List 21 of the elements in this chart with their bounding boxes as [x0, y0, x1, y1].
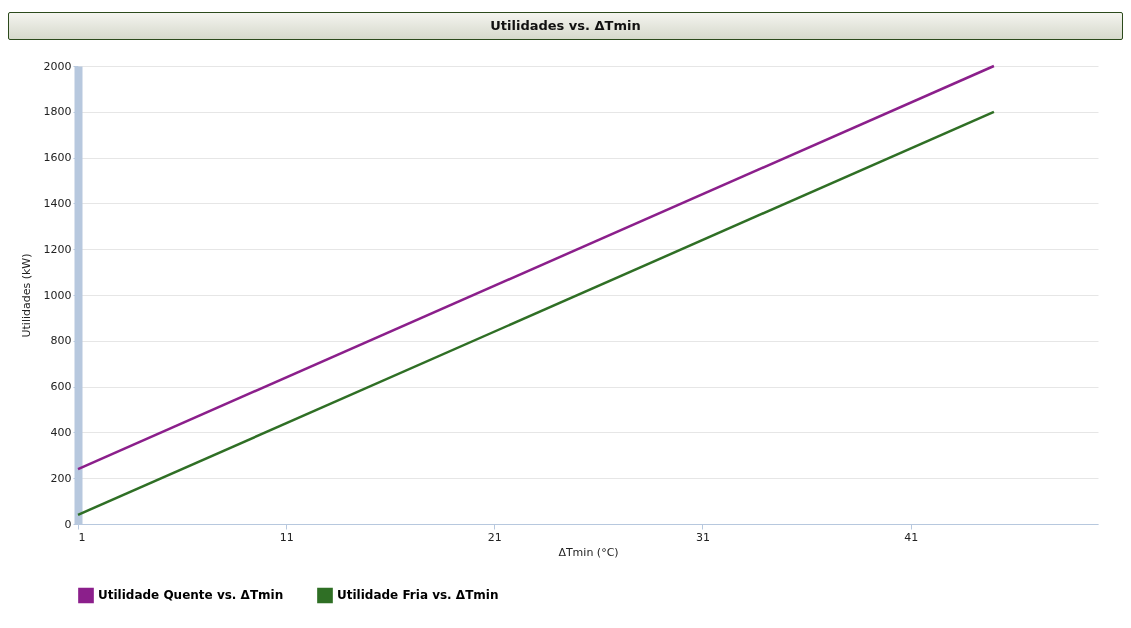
y-axis-title: Utilidades (kW): [19, 253, 33, 338]
chart-title: Utilidades vs. ΔTmin: [8, 12, 1123, 40]
y-tick-label: 1800: [43, 105, 72, 119]
y-tick-label: 1400: [43, 196, 72, 210]
y-tick-label: 2000: [43, 59, 72, 73]
x-tick-label: 21: [487, 530, 502, 544]
legend-label: Utilidade Quente vs. ΔTmin: [98, 588, 284, 603]
y-tick-label: 1000: [43, 288, 72, 302]
y-tick-label: 200: [50, 471, 72, 485]
y-tick-label: 1600: [43, 151, 72, 165]
x-tick-label: 41: [904, 530, 919, 544]
y-tick-label: 600: [50, 380, 72, 394]
x-tick-label: 1: [78, 530, 86, 544]
legend-label: Utilidade Fria vs. ΔTmin: [337, 588, 499, 603]
y-tick-label: 0: [64, 517, 72, 531]
y-tick-label: 800: [50, 334, 72, 348]
x-axis-title: ΔTmin (°C): [558, 545, 619, 559]
x-tick-label: 11: [279, 530, 294, 544]
y-tick-label: 400: [50, 425, 72, 439]
y-tick-label: 1200: [43, 242, 72, 256]
x-tick-label: 31: [695, 530, 710, 544]
